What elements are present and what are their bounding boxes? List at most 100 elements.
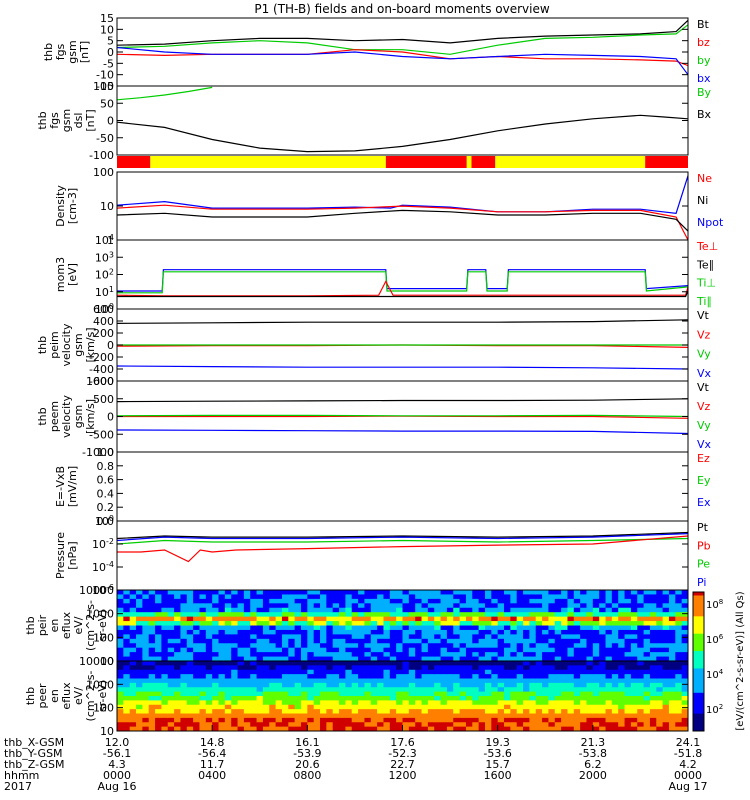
spectrogram-cell [377, 687, 385, 693]
spectrogram-cell [212, 709, 220, 715]
spectrogram-cell [199, 647, 207, 653]
spectrogram-cell [275, 691, 283, 697]
spectrogram-cell [656, 722, 664, 728]
spectrogram-cell [326, 717, 334, 723]
spectrogram-cell [224, 616, 232, 622]
spectrogram-cell [421, 704, 429, 710]
spectrogram-cell [681, 616, 688, 622]
spectrogram-cell [307, 709, 315, 715]
spectrogram-cell [193, 638, 201, 644]
spectrogram-cell [459, 722, 467, 728]
spectrogram-cell [415, 603, 423, 609]
spectrogram-cell [668, 643, 676, 649]
spectrogram-cell [630, 616, 638, 622]
spectrogram-cell [142, 722, 150, 728]
spectrogram-cell [155, 616, 163, 622]
spectrogram-cell [167, 709, 175, 715]
spectrogram-cell [675, 661, 683, 666]
spectrogram-cell [554, 674, 562, 680]
spectrogram-cell [402, 638, 410, 644]
spectrogram-cell [656, 629, 664, 635]
spectrogram-cell [605, 647, 613, 653]
spectrogram-cell [440, 669, 448, 675]
spectrogram-cell [288, 709, 296, 715]
spectrogram-cell [123, 647, 131, 653]
spectrogram-cell [491, 612, 499, 618]
spectrogram-cell [370, 621, 378, 627]
spectrogram-cell [662, 607, 670, 613]
spectrogram-cell [136, 669, 143, 675]
spectrogram-cell [307, 713, 315, 719]
spectrogram-cell [681, 638, 688, 644]
spectrogram-cell [516, 629, 524, 635]
spectrogram-cell [656, 674, 664, 680]
spectrogram-cell [599, 709, 607, 715]
spectrogram-cell [548, 616, 556, 622]
spectrogram-cell [662, 687, 670, 693]
spectrogram-cell [288, 669, 296, 675]
spectrogram-cell [491, 726, 499, 731]
spectrogram-cell [427, 678, 435, 684]
spectrogram-cell [389, 687, 397, 693]
spectrogram-cell [193, 607, 201, 613]
spectrogram-cell [535, 634, 543, 640]
spectrogram-cell [332, 661, 340, 666]
spectrogram-cell [136, 594, 143, 600]
spectrogram-cell [662, 656, 670, 661]
spectrogram-cell [605, 682, 613, 688]
spectrogram-cell [212, 598, 220, 604]
spectrogram-cell [332, 687, 340, 693]
spectrogram-cell [478, 700, 486, 706]
mode-bar-segment [385, 156, 467, 168]
spectrogram-cell [624, 594, 632, 600]
spectrogram-cell [573, 665, 581, 671]
spectrogram-cell [193, 669, 201, 675]
spectrogram-cell [123, 652, 131, 658]
spectrogram-cell [472, 687, 480, 693]
spectrogram-cell [288, 704, 296, 710]
spectrogram-cell [294, 643, 302, 649]
spectrogram-cell [504, 726, 511, 731]
spectrogram-cell [269, 603, 277, 609]
spectrogram-cell [269, 643, 277, 649]
spectrogram-cell [250, 700, 258, 706]
spectrogram-cell [332, 656, 340, 661]
spectrogram-cell [148, 669, 156, 675]
spectrogram-cell [250, 625, 258, 631]
spectrogram-cell [472, 709, 480, 715]
date-label: Aug 16 [98, 780, 137, 793]
spectrogram-cell [174, 638, 182, 644]
spectrogram-cell [370, 652, 378, 658]
spectrogram-cell [611, 607, 619, 613]
spectrogram-cell [212, 607, 220, 613]
spectrogram-cell [402, 700, 410, 706]
spectrogram-cell [250, 661, 258, 666]
spectrogram-cell [491, 700, 499, 706]
spectrogram-cell [624, 726, 632, 731]
spectrogram-cell [117, 621, 124, 627]
spectrogram-cell [586, 696, 594, 701]
spectrogram-cell [465, 612, 473, 618]
spectrogram-cell [148, 709, 156, 715]
spectrogram-cell [275, 616, 283, 622]
spectrogram-cell [320, 625, 327, 631]
spectrogram-cell [605, 674, 613, 680]
spectrogram-cell [307, 647, 315, 653]
spectrogram-cell [656, 638, 664, 644]
spectrogram-cell [637, 656, 645, 661]
spectrogram-cell [377, 590, 385, 596]
spectrogram-cell [345, 717, 353, 723]
spectrogram-cell [275, 661, 283, 666]
spectrogram-cell [472, 638, 480, 644]
spectrogram-cell [370, 656, 378, 661]
spectrogram-cell [231, 682, 239, 688]
spectrogram-cell [510, 629, 518, 635]
spectrogram-cell [592, 643, 600, 649]
spectrogram-cell [148, 674, 156, 680]
spectrogram-cell [199, 717, 207, 723]
spectrogram-cell [313, 603, 321, 609]
spectrogram-cell [364, 665, 372, 671]
spectrogram-cell [446, 678, 454, 684]
spectrogram-cell [504, 652, 511, 658]
spectrogram-cell [250, 696, 258, 701]
